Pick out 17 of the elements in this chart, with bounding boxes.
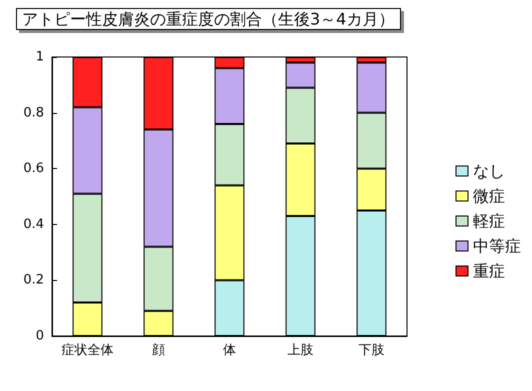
y-tick-label: 0.2 [23,272,44,288]
x-tick-label: 体 [223,343,236,358]
legend-label: 微症 [473,186,505,206]
x-tick-label: 下肢 [358,343,384,358]
x-tick-label: 症状全体 [62,343,114,358]
legend-label: 重症 [473,262,505,280]
y-tick-label: 0.6 [23,161,44,176]
chart-title: アトピー性皮膚炎の重症度の割合（生後3～4カ月） [22,10,394,28]
legend-label: なし [473,162,505,180]
y-tick-label: 0.8 [23,105,44,120]
y-tick-label: 0 [36,328,44,344]
x-tick-label: 上肢 [288,343,314,358]
legend-label: 中等症 [473,236,521,256]
y-tick-label: 1 [36,50,44,64]
y-tick-label: 0.4 [23,216,44,232]
legend-label: 軽症 [473,212,505,230]
x-tick-label: 顔 [152,343,165,358]
